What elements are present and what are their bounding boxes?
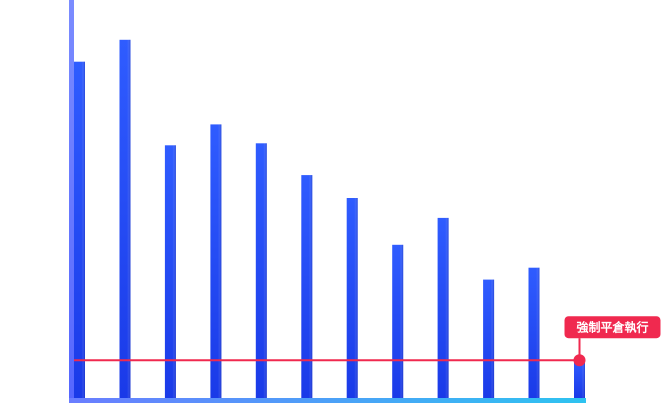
y-axis-line: [69, 0, 74, 403]
bar-5: [255, 143, 267, 398]
bar-6-shade: [301, 175, 313, 398]
bar-8: [392, 244, 404, 398]
bar-6: [301, 175, 313, 398]
bar-9-shade: [437, 217, 449, 398]
bar-11-shade: [528, 267, 540, 398]
bars-group: [74, 39, 585, 399]
threshold-label-badge: [564, 316, 661, 339]
bar-1-shade: [74, 61, 85, 398]
bar-2-shade: [119, 39, 131, 399]
bar-1: [74, 61, 85, 398]
bar-10: [483, 279, 495, 398]
bar-5-shade: [255, 143, 267, 398]
bar-4: [210, 124, 222, 399]
bar-9: [437, 217, 449, 398]
x-axis-line: [69, 398, 586, 403]
bar-3: [164, 145, 176, 398]
bar-2: [119, 39, 131, 399]
threshold-group: 強制平倉執行: [74, 316, 661, 367]
bar-3-shade: [164, 145, 176, 398]
bar-10-shade: [483, 279, 495, 398]
bar-12-shade: [574, 360, 585, 398]
bar-7-shade: [346, 198, 358, 398]
bar-12: [574, 360, 585, 398]
bar-8-shade: [392, 244, 404, 398]
threshold-label-text: 強制平倉執行: [576, 320, 648, 335]
bar-11: [528, 267, 540, 398]
bar-4-shade: [210, 124, 222, 399]
bar-7: [346, 198, 358, 398]
